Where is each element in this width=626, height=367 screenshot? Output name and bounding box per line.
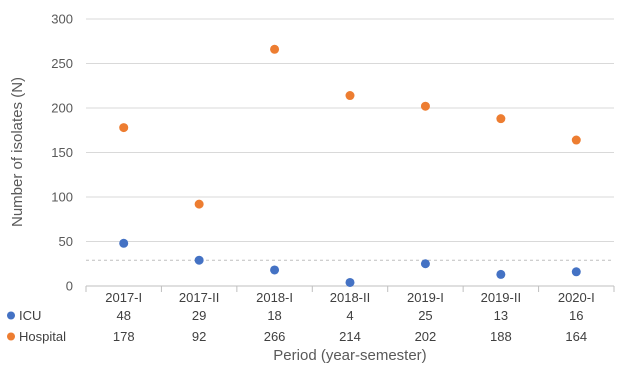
point-icu [571, 267, 581, 277]
point-icu [496, 269, 506, 279]
gridlines [86, 18, 614, 287]
table-value: 188 [490, 329, 512, 344]
x-tick-label: 2018-II [330, 290, 370, 305]
table-value: 178 [113, 329, 135, 344]
table-value: 164 [565, 329, 587, 344]
table-value: 4 [346, 308, 353, 323]
table-value: 13 [494, 308, 508, 323]
table-value: 48 [116, 308, 130, 323]
point-icu [119, 238, 129, 248]
legend-label-icu: ICU [19, 308, 41, 323]
point-icu [345, 277, 355, 287]
y-tick-label: 200 [51, 101, 73, 116]
table-value: 202 [415, 329, 437, 344]
x-tick-label: 2017-II [179, 290, 219, 305]
point-hospital [420, 101, 430, 111]
table-value: 29 [192, 308, 206, 323]
x-tick-label: 2017-I [105, 290, 142, 305]
point-hospital [119, 123, 129, 133]
x-tick-label: 2018-I [256, 290, 293, 305]
data-table: 2017-I 2017-II 2018-I 2018-II 2019-I 2019-II 2… [7, 286, 615, 344]
x-tick-label: 2019-I [407, 290, 444, 305]
x-tick-label: 2019-II [481, 290, 521, 305]
point-hospital [345, 91, 355, 101]
point-hospital [270, 44, 280, 54]
point-hospital [496, 114, 506, 124]
table-value: 266 [264, 329, 286, 344]
y-tick-label: 300 [51, 12, 73, 27]
legend-marker-icu [7, 311, 15, 320]
y-tick-label: 250 [51, 56, 73, 71]
y-tick-label: 50 [59, 234, 73, 249]
data-points [119, 44, 581, 287]
x-axis-title: Period (year-semester) [273, 347, 426, 364]
y-axis-title: Number of isolates (N) [9, 77, 26, 227]
table-value: 16 [569, 308, 583, 323]
point-hospital [571, 135, 581, 145]
point-icu [420, 259, 430, 269]
point-icu [270, 265, 280, 275]
legend-marker-hospital [7, 332, 15, 341]
point-hospital [194, 199, 204, 209]
table-value: 92 [192, 329, 206, 344]
point-icu [194, 255, 204, 265]
y-tick-label: 150 [51, 145, 73, 160]
y-tick-label: 100 [51, 190, 73, 205]
y-tick-label: 0 [66, 279, 73, 294]
table-value: 25 [418, 308, 432, 323]
y-axis-ticks: 0 50 100 150 200 250 300 [51, 12, 73, 294]
legend-label-hospital: Hospital [19, 329, 66, 344]
table-value: 18 [267, 308, 281, 323]
table-value: 214 [339, 329, 361, 344]
x-tick-label: 2020-I [558, 290, 595, 305]
